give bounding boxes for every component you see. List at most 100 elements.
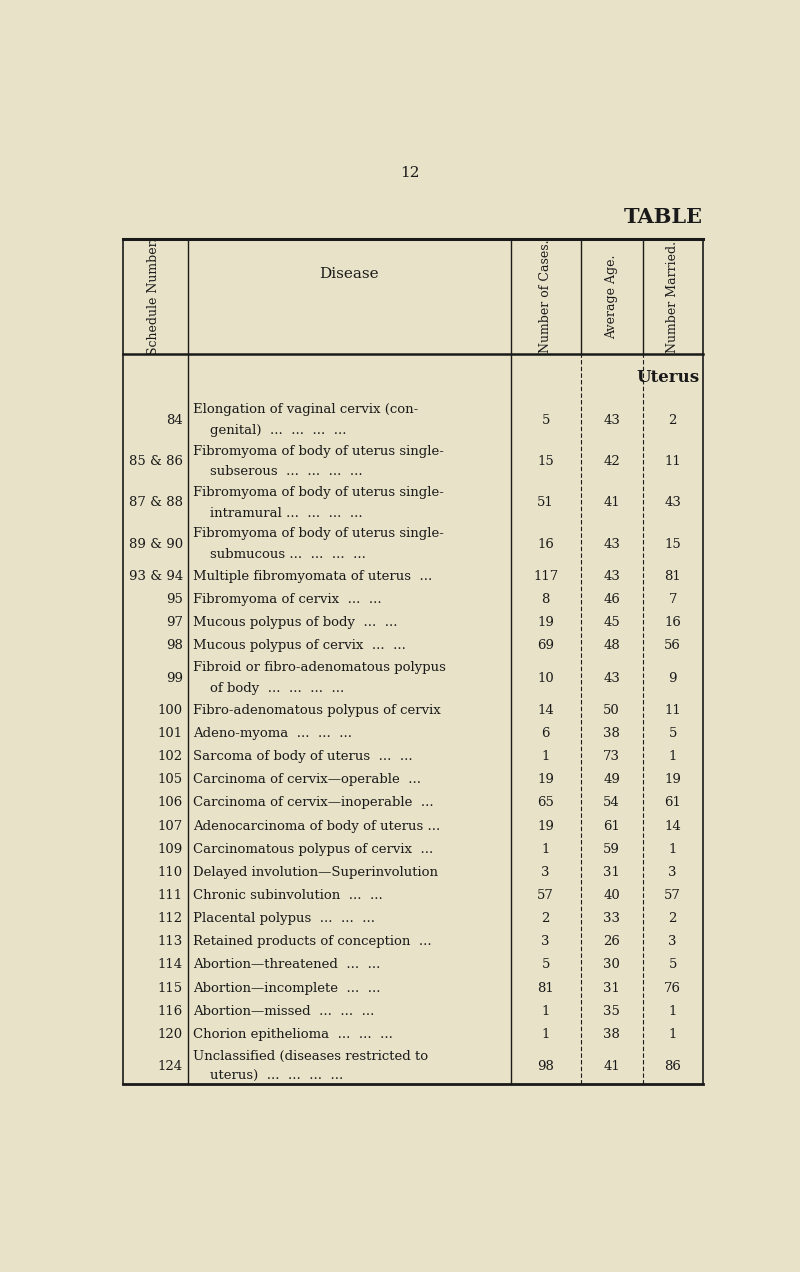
Text: 109: 109 <box>158 843 183 856</box>
Text: 59: 59 <box>603 843 620 856</box>
Text: 41: 41 <box>603 1060 620 1074</box>
Text: 3: 3 <box>669 935 677 949</box>
Text: 31: 31 <box>603 866 620 879</box>
Text: 86: 86 <box>664 1060 681 1074</box>
Text: 1: 1 <box>542 1028 550 1040</box>
Text: 1: 1 <box>669 750 677 763</box>
Text: Schedule Number.: Schedule Number. <box>147 238 160 355</box>
Text: Mucous polypus of cervix  ...  ...: Mucous polypus of cervix ... ... <box>193 640 406 653</box>
Text: 43: 43 <box>603 570 620 583</box>
Text: Mucous polypus of body  ...  ...: Mucous polypus of body ... ... <box>193 617 398 630</box>
Text: Carcinoma of cervix—operable  ...: Carcinoma of cervix—operable ... <box>193 773 421 786</box>
Text: 15: 15 <box>664 538 681 551</box>
Text: 14: 14 <box>538 703 554 717</box>
Text: 51: 51 <box>538 496 554 510</box>
Text: 3: 3 <box>542 866 550 879</box>
Text: Multiple fibromyomata of uterus  ...: Multiple fibromyomata of uterus ... <box>193 570 432 583</box>
Text: Adenocarcinoma of body of uterus ...: Adenocarcinoma of body of uterus ... <box>193 819 440 833</box>
Text: 95: 95 <box>166 593 183 607</box>
Text: 89 & 90: 89 & 90 <box>129 538 183 551</box>
Text: Abortion—missed  ...  ...  ...: Abortion—missed ... ... ... <box>193 1005 374 1018</box>
Text: 110: 110 <box>158 866 183 879</box>
Text: Number of Cases.: Number of Cases. <box>539 240 552 354</box>
Text: submucous ...  ...  ...  ...: submucous ... ... ... ... <box>193 548 366 561</box>
Text: 1: 1 <box>542 750 550 763</box>
Text: 6: 6 <box>542 728 550 740</box>
Text: 56: 56 <box>664 640 681 653</box>
Text: Placental polypus  ...  ...  ...: Placental polypus ... ... ... <box>193 912 375 925</box>
Text: Fibromyoma of body of uterus single-: Fibromyoma of body of uterus single- <box>193 445 444 458</box>
Text: 11: 11 <box>664 703 681 717</box>
Text: 57: 57 <box>537 889 554 902</box>
Text: 93 & 94: 93 & 94 <box>129 570 183 583</box>
Text: 43: 43 <box>603 538 620 551</box>
Text: 5: 5 <box>542 958 550 972</box>
Text: Unclassified (diseases restricted to: Unclassified (diseases restricted to <box>193 1049 428 1063</box>
Text: 5: 5 <box>542 413 550 427</box>
Text: Adeno-myoma  ...  ...  ...: Adeno-myoma ... ... ... <box>193 728 352 740</box>
Text: 124: 124 <box>158 1060 183 1074</box>
Text: Chronic subinvolution  ...  ...: Chronic subinvolution ... ... <box>193 889 382 902</box>
Text: Carcinoma of cervix—inoperable  ...: Carcinoma of cervix—inoperable ... <box>193 796 434 809</box>
Text: 101: 101 <box>158 728 183 740</box>
Text: Disease: Disease <box>319 267 379 281</box>
Text: 19: 19 <box>664 773 681 786</box>
Text: 117: 117 <box>533 570 558 583</box>
Text: 26: 26 <box>603 935 620 949</box>
Text: 61: 61 <box>664 796 681 809</box>
Text: TABLE: TABLE <box>624 207 703 228</box>
Text: Delayed involution—Superinvolution: Delayed involution—Superinvolution <box>193 866 438 879</box>
Text: Fibromyoma of cervix  ...  ...: Fibromyoma of cervix ... ... <box>193 593 382 607</box>
Text: 100: 100 <box>158 703 183 717</box>
Text: 43: 43 <box>664 496 681 510</box>
Text: 38: 38 <box>603 728 620 740</box>
Text: 8: 8 <box>542 593 550 607</box>
Text: 85 & 86: 85 & 86 <box>129 455 183 468</box>
Text: 43: 43 <box>603 413 620 427</box>
Text: 9: 9 <box>669 672 677 684</box>
Text: Abortion—threatened  ...  ...: Abortion—threatened ... ... <box>193 958 380 972</box>
Text: 12: 12 <box>400 165 420 179</box>
Text: 3: 3 <box>669 866 677 879</box>
Text: 19: 19 <box>537 617 554 630</box>
Text: 35: 35 <box>603 1005 620 1018</box>
Text: 57: 57 <box>664 889 681 902</box>
Text: Sarcoma of body of uterus  ...  ...: Sarcoma of body of uterus ... ... <box>193 750 413 763</box>
Text: 84: 84 <box>166 413 183 427</box>
Text: 105: 105 <box>158 773 183 786</box>
Text: 2: 2 <box>669 912 677 925</box>
Text: Uterus: Uterus <box>637 369 700 385</box>
Text: 81: 81 <box>538 982 554 995</box>
Text: 73: 73 <box>603 750 620 763</box>
Text: 116: 116 <box>158 1005 183 1018</box>
Text: 31: 31 <box>603 982 620 995</box>
Text: 76: 76 <box>664 982 682 995</box>
Text: 112: 112 <box>158 912 183 925</box>
Text: Abortion—incomplete  ...  ...: Abortion—incomplete ... ... <box>193 982 381 995</box>
Text: 16: 16 <box>537 538 554 551</box>
Text: 97: 97 <box>166 617 183 630</box>
Text: 1: 1 <box>669 843 677 856</box>
Text: 61: 61 <box>603 819 620 833</box>
Text: Carcinomatous polypus of cervix  ...: Carcinomatous polypus of cervix ... <box>193 843 434 856</box>
Text: Elongation of vaginal cervix (con-: Elongation of vaginal cervix (con- <box>193 403 418 416</box>
Text: 99: 99 <box>166 672 183 684</box>
Text: Fibro-adenomatous polypus of cervix: Fibro-adenomatous polypus of cervix <box>193 703 441 717</box>
Text: 19: 19 <box>537 773 554 786</box>
Text: of body  ...  ...  ...  ...: of body ... ... ... ... <box>193 682 344 695</box>
Text: 98: 98 <box>166 640 183 653</box>
Text: Number Married.: Number Married. <box>666 240 679 352</box>
Text: 16: 16 <box>664 617 681 630</box>
Text: subserous  ...  ...  ...  ...: subserous ... ... ... ... <box>193 466 362 478</box>
Text: 115: 115 <box>158 982 183 995</box>
Text: 19: 19 <box>537 819 554 833</box>
Text: 10: 10 <box>538 672 554 684</box>
Text: 50: 50 <box>603 703 620 717</box>
Text: 102: 102 <box>158 750 183 763</box>
Text: 42: 42 <box>603 455 620 468</box>
Text: Chorion epithelioma  ...  ...  ...: Chorion epithelioma ... ... ... <box>193 1028 393 1040</box>
Text: 54: 54 <box>603 796 620 809</box>
Text: 120: 120 <box>158 1028 183 1040</box>
Text: 30: 30 <box>603 958 620 972</box>
Text: 2: 2 <box>669 413 677 427</box>
